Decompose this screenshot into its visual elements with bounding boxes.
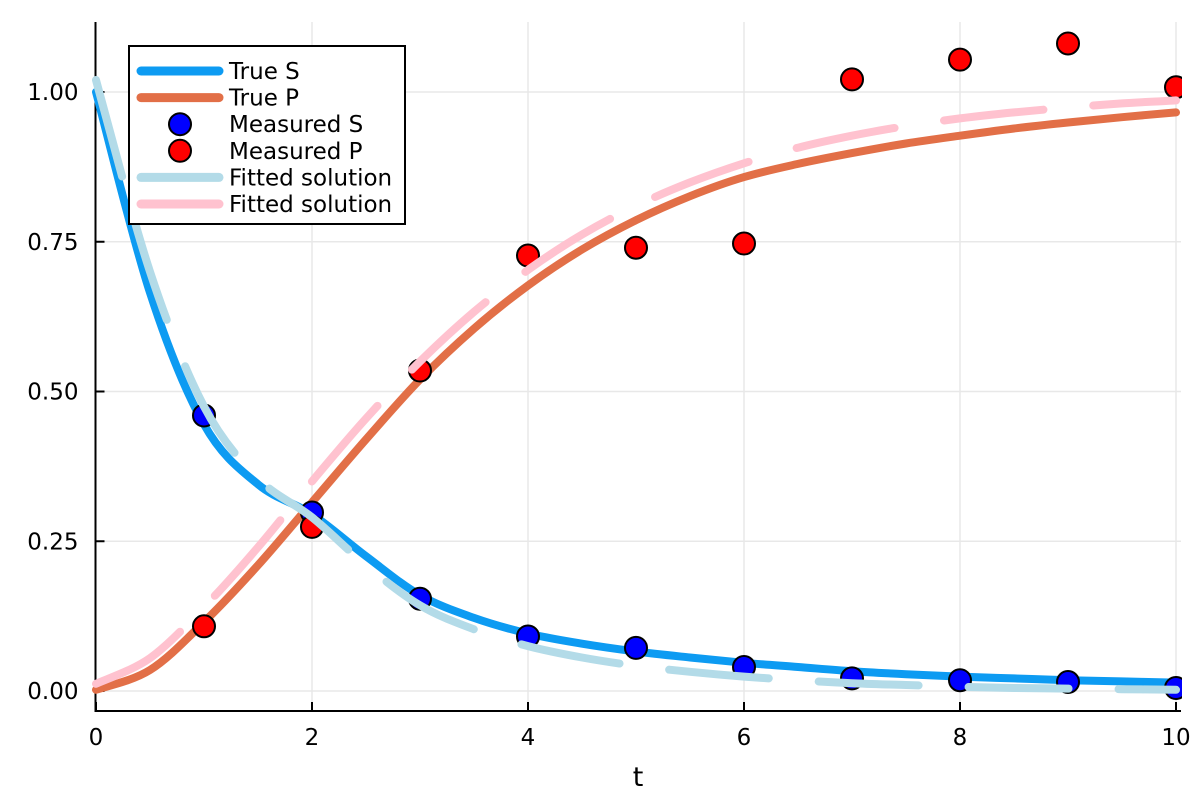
x-tick-label: 4 [521, 725, 536, 751]
x-tick-label: 2 [305, 725, 320, 751]
true-s-curve [92, 88, 1180, 687]
x-tick-label: 6 [737, 725, 752, 751]
y-tick-label: 0.25 [27, 529, 78, 555]
y-tick-label: 1.00 [27, 80, 78, 106]
legend-label: Fitted solution [229, 165, 392, 191]
measured-p-point [624, 235, 648, 260]
legend-label: True S [228, 59, 300, 85]
y-tick-label: 0.75 [27, 230, 78, 256]
legend-swatch-circle [168, 112, 192, 137]
legend-label: True P [228, 86, 299, 112]
measured-p-point [1056, 31, 1080, 56]
y-tick-label: 0.00 [27, 679, 78, 705]
measured-s-point [624, 635, 648, 660]
measured-p-point [1164, 75, 1182, 100]
measured-p-point [840, 67, 864, 92]
measured-p-point [192, 614, 216, 639]
fitted-solution-curve [92, 96, 1180, 688]
x-axis-label: t [633, 762, 644, 793]
fitted-solution-curve [92, 76, 1180, 694]
x-tick-label: 10 [1161, 725, 1190, 751]
legend-label: Measured S [229, 112, 363, 138]
x-tick-label: 8 [953, 725, 968, 751]
legend-swatch-circle [168, 138, 192, 163]
axis-layer: 0 2 4 6 8 10 0.00 0.25 0.50 0.75 1.00 [27, 22, 1191, 751]
x-tick-label: 0 [89, 725, 104, 751]
y-tick-label: 0.50 [27, 380, 78, 406]
legend-label: Measured P [229, 139, 363, 165]
series-layer [92, 31, 1182, 701]
measured-p-point [948, 47, 972, 72]
true-p-curve [92, 108, 1180, 694]
measured-p-point [732, 231, 756, 256]
legend-label: Fitted solution [229, 192, 392, 218]
